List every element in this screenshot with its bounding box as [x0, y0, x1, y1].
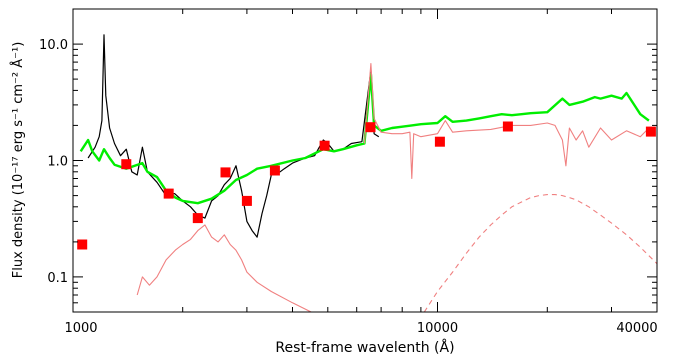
photometry-point-4 — [220, 167, 231, 178]
plot-frame — [72, 8, 658, 313]
photometry-point-9 — [434, 136, 445, 147]
photometry-point-8 — [365, 122, 376, 133]
series-line-host_galaxy — [423, 194, 658, 313]
photometry-point-2 — [163, 188, 174, 199]
photometry-point-3 — [192, 213, 203, 224]
photometry-point-10 — [502, 121, 513, 132]
photometry-point-1 — [121, 159, 132, 170]
x-tick-label-1: 10000 — [417, 321, 458, 336]
photometry-layer — [77, 121, 656, 250]
photometry-point-0 — [77, 239, 88, 250]
x-axis-label: Rest-frame wavelenth (Å) — [275, 339, 454, 356]
tick-layer: 1000 10000 40000 0.1 1.0 10.0 — [39, 8, 658, 336]
series-line-host_plus_agn — [363, 63, 650, 180]
x-tick-label-2: 40000 — [616, 321, 657, 336]
y-axis-label: Flux density (10⁻¹⁷ erg s⁻¹ cm⁻² Å⁻¹) — [10, 42, 26, 279]
series-line-observed — [87, 34, 380, 238]
series-line-agn_continuum — [136, 224, 312, 313]
photometry-point-6 — [269, 165, 280, 176]
x-tick-label-0: 1000 — [64, 321, 97, 336]
photometry-point-11 — [645, 126, 656, 137]
photometry-point-7 — [319, 140, 330, 151]
y-tick-label-1: 1.0 — [47, 155, 68, 170]
y-tick-label-0: 0.1 — [47, 271, 68, 286]
y-tick-label-2: 10.0 — [39, 38, 68, 53]
photometry-point-5 — [241, 195, 252, 206]
series-layer — [79, 34, 658, 313]
